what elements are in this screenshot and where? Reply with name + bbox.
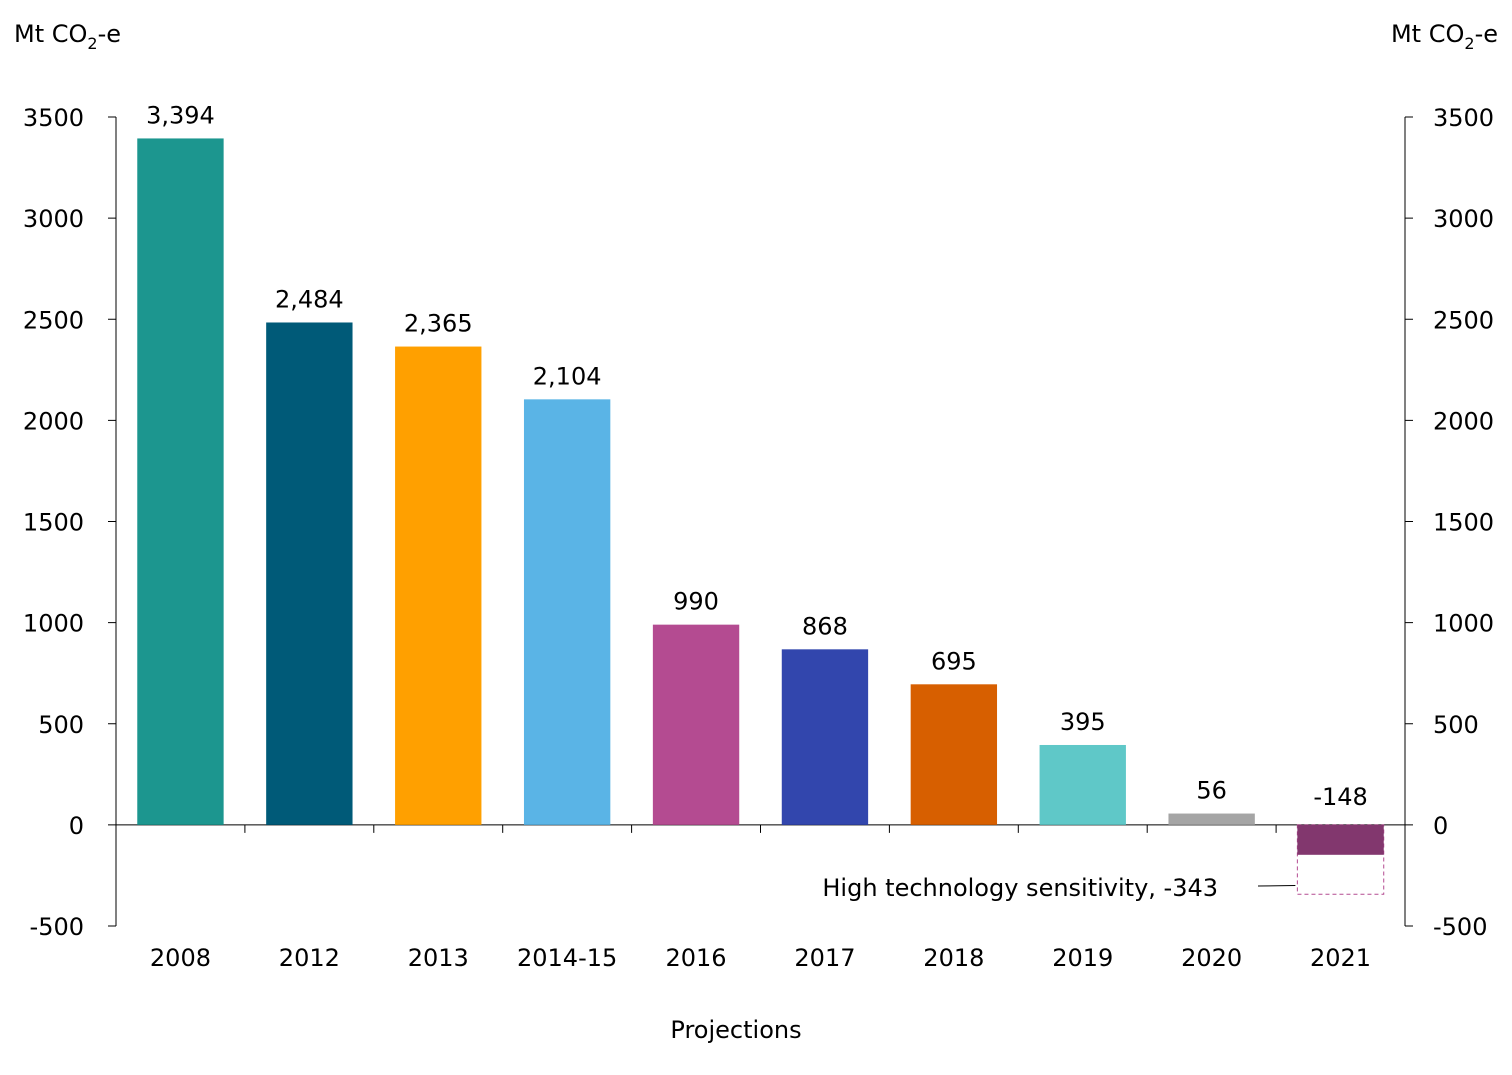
category-label-2016: 2016 bbox=[666, 944, 727, 972]
left-tick-label: 2000 bbox=[23, 407, 84, 435]
bar-2014-15 bbox=[523, 399, 611, 825]
right-axis-unit-label: Mt CO2-e bbox=[1391, 20, 1498, 53]
data-label-2017: 868 bbox=[802, 612, 848, 640]
bar-2018 bbox=[910, 684, 998, 825]
bars bbox=[137, 138, 1385, 895]
right-tick-label: 2000 bbox=[1433, 407, 1494, 435]
right-tick-label: 3500 bbox=[1433, 104, 1494, 132]
left-tick-label: 1000 bbox=[23, 610, 84, 638]
right-tick-label: -500 bbox=[1433, 913, 1487, 941]
right-tick-label: 0 bbox=[1433, 812, 1448, 840]
right-unit-text: Mt CO2-e bbox=[1391, 20, 1498, 53]
left-unit-text: Mt CO2-e bbox=[14, 20, 121, 53]
bar-2013 bbox=[395, 346, 482, 825]
left-tick-label: 3500 bbox=[23, 104, 84, 132]
right-tick-label: 1500 bbox=[1433, 509, 1494, 537]
bar-2016 bbox=[652, 624, 740, 825]
data-label-2020: 56 bbox=[1196, 777, 1227, 805]
bar-2008 bbox=[137, 138, 224, 825]
data-label-2013: 2,365 bbox=[404, 310, 473, 338]
data-label-2021: -148 bbox=[1313, 783, 1367, 811]
left-tick-label: 3000 bbox=[23, 205, 84, 233]
bar-2021 bbox=[1297, 824, 1384, 855]
category-label-2017: 2017 bbox=[794, 944, 855, 972]
left-tick-label: 2500 bbox=[23, 306, 84, 334]
left-tick-label: 500 bbox=[38, 711, 84, 739]
right-tick-label: 1000 bbox=[1433, 610, 1494, 638]
category-label-2019: 2019 bbox=[1052, 944, 1113, 972]
category-label-2018: 2018 bbox=[923, 944, 984, 972]
category-label-2020: 2020 bbox=[1181, 944, 1242, 972]
category-label-2014-15: 2014-15 bbox=[517, 944, 617, 972]
category-label-2012: 2012 bbox=[279, 944, 340, 972]
left-tick-label: 1500 bbox=[23, 509, 84, 537]
left-tick-label: 0 bbox=[69, 812, 84, 840]
data-label-2012: 2,484 bbox=[275, 285, 344, 313]
bar-2019 bbox=[1039, 744, 1126, 825]
data-label-2008: 3,394 bbox=[146, 101, 215, 129]
sensitivity-label: High technology sensitivity, -343 bbox=[822, 874, 1218, 902]
bar-2020 bbox=[1168, 813, 1255, 825]
right-tick-label: 500 bbox=[1433, 711, 1479, 739]
category-label-2008: 2008 bbox=[150, 944, 211, 972]
data-labels: High technology sensitivity, -343 3,394 2,… bbox=[146, 101, 1368, 902]
bar-2017 bbox=[781, 649, 869, 825]
x-axis-title: Projections bbox=[670, 1016, 801, 1044]
bar-2012 bbox=[266, 322, 353, 825]
category-label-2013: 2013 bbox=[408, 944, 469, 972]
right-tick-label: 2500 bbox=[1433, 306, 1494, 334]
axes: 3500 3500 3000 3000 2500 2500 2000 2000 1500 1500… bbox=[23, 104, 1494, 941]
right-tick-label: 3000 bbox=[1433, 205, 1494, 233]
data-label-2018: 695 bbox=[931, 647, 977, 675]
category-labels: 2008 2012 2013 2014-15 2016 2017 2018 2019 2020 2… bbox=[150, 944, 1371, 972]
category-label-2021: 2021 bbox=[1310, 944, 1371, 972]
left-tick-label: -500 bbox=[30, 913, 84, 941]
data-label-2019: 395 bbox=[1060, 708, 1106, 736]
data-label-2014-15: 2,104 bbox=[533, 362, 602, 390]
data-label-2016: 990 bbox=[673, 588, 719, 616]
left-axis-unit-label: Mt CO2-e bbox=[14, 20, 121, 53]
